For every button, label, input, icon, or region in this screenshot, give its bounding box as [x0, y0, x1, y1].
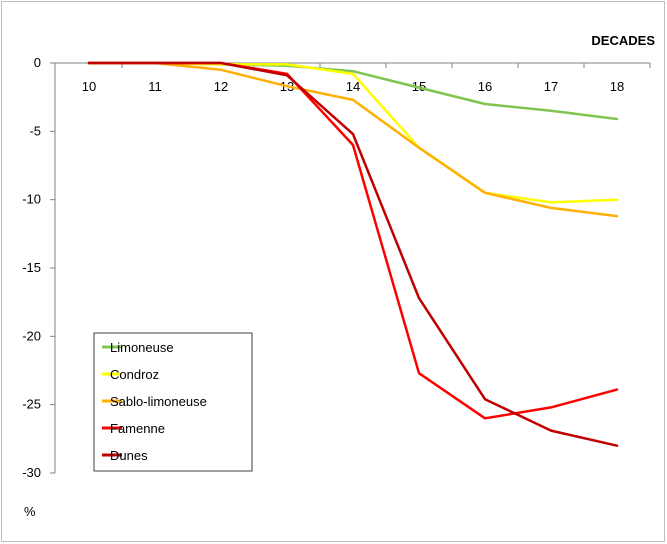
legend-label: Limoneuse — [110, 340, 174, 355]
legend-label: Condroz — [110, 367, 159, 382]
y-tick-label: -15 — [22, 260, 41, 275]
x-tick-label: 14 — [346, 79, 360, 94]
series-lines — [87, 61, 619, 447]
y-tick-label: -20 — [22, 328, 41, 343]
x-tick-label: 12 — [214, 79, 228, 94]
x-tick-label: 18 — [610, 79, 624, 94]
series-line-sablo-limoneuse — [87, 61, 619, 218]
legend-label: Famenne — [110, 421, 165, 436]
legend: Limoneuse Condroz Sablo-limoneuse Famenne Du… — [93, 332, 253, 472]
y-tick-label: -5 — [29, 123, 41, 138]
x-tick-label: 10 — [82, 79, 96, 94]
x-axis-title: DECADES — [591, 33, 655, 48]
x-tick-label: 16 — [478, 79, 492, 94]
y-axis-title: % — [24, 504, 36, 519]
series-line-dunes — [87, 61, 619, 447]
legend-label: Sablo-limoneuse — [110, 394, 207, 409]
x-tick-label: 11 — [148, 79, 162, 94]
x-tick-label: 17 — [544, 79, 558, 94]
y-tick-label: -10 — [22, 192, 41, 207]
y-tick-label: -30 — [22, 465, 41, 480]
y-tick-label: 0 — [34, 55, 41, 70]
legend-label: Dunes — [110, 448, 148, 463]
y-tick-label: -25 — [22, 397, 41, 412]
